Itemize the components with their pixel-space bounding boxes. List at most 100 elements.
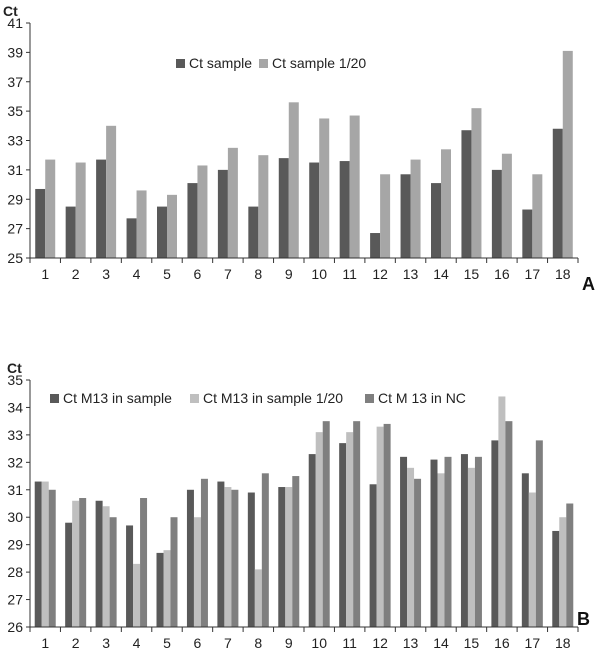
y-tick-label: 35 xyxy=(7,103,23,119)
bar-2 xyxy=(258,155,269,258)
x-tick-label: 2 xyxy=(72,266,80,282)
bar-2 xyxy=(380,174,391,258)
bar-1 xyxy=(552,530,560,627)
bar-1 xyxy=(400,174,411,258)
bar-1 xyxy=(126,218,137,258)
x-tick-label: 11 xyxy=(342,266,357,282)
bar-1 xyxy=(430,459,438,627)
y-tick-label: 37 xyxy=(7,74,23,90)
bar-3 xyxy=(474,456,482,627)
y-tick-label: 29 xyxy=(7,537,23,553)
x-tick-label: 18 xyxy=(555,635,571,650)
bar-2 xyxy=(136,190,147,258)
bar-2 xyxy=(167,194,177,258)
bar-2 xyxy=(437,473,445,627)
bar-1 xyxy=(95,500,103,627)
bar-2 xyxy=(501,153,512,258)
x-tick-label: 6 xyxy=(194,266,202,282)
x-tick-label: 3 xyxy=(102,266,110,282)
bar-2 xyxy=(133,563,141,627)
x-tick-label: 5 xyxy=(163,266,171,282)
x-tick-label: 7 xyxy=(224,266,232,282)
x-tick-label: 4 xyxy=(133,635,141,650)
x-tick-label: 13 xyxy=(403,635,419,650)
bar-1 xyxy=(248,206,259,258)
bar-1 xyxy=(491,440,499,627)
bar-3 xyxy=(200,478,208,627)
legend-label: Ct M13 in sample 1/20 xyxy=(203,390,343,406)
legend-label: Ct sample 1/20 xyxy=(272,55,366,71)
x-tick-label: 11 xyxy=(342,635,357,650)
bar-2 xyxy=(227,147,238,258)
y-axis-title: Ct xyxy=(7,360,22,376)
x-tick-label: 12 xyxy=(372,266,388,282)
bar-3 xyxy=(566,503,574,627)
bar-3 xyxy=(231,489,239,627)
legend-label: Ct sample xyxy=(189,55,252,71)
x-tick-label: 15 xyxy=(464,266,480,282)
bar-1 xyxy=(370,233,381,258)
x-tick-label: 10 xyxy=(311,635,327,650)
x-tick-label: 6 xyxy=(194,635,202,650)
y-tick-label: 29 xyxy=(7,191,23,207)
bar-1 xyxy=(34,481,42,627)
bar-2 xyxy=(471,108,482,258)
bar-3 xyxy=(292,476,300,627)
legend-label: Ct M13 in sample xyxy=(63,390,172,406)
bar-2 xyxy=(319,118,330,258)
y-tick-label: 34 xyxy=(7,399,23,415)
bar-1 xyxy=(35,188,46,258)
y-tick-label: 31 xyxy=(7,482,23,498)
bar-2 xyxy=(562,50,573,258)
x-tick-label: 7 xyxy=(224,635,232,650)
legend-swatch xyxy=(190,394,199,403)
y-tick-label: 33 xyxy=(7,427,23,443)
bar-2 xyxy=(193,517,201,627)
bar-1 xyxy=(186,489,194,627)
x-tick-label: 8 xyxy=(254,635,262,650)
bar-1 xyxy=(491,169,502,258)
y-tick-label: 26 xyxy=(7,619,23,635)
bar-1 xyxy=(278,487,286,627)
bar-2 xyxy=(254,569,262,627)
bar-1 xyxy=(247,492,255,627)
y-tick-label: 30 xyxy=(7,509,23,525)
bar-1 xyxy=(309,162,320,258)
bar-1 xyxy=(400,456,408,627)
bar-1 xyxy=(461,130,472,258)
bar-2 xyxy=(315,432,323,627)
bar-2 xyxy=(532,174,543,258)
y-tick-label: 28 xyxy=(7,564,23,580)
bar-3 xyxy=(535,440,543,627)
bar-1 xyxy=(156,552,164,627)
y-axis-title: Ct xyxy=(3,3,18,19)
bar-1 xyxy=(339,161,350,258)
y-tick-label: 35 xyxy=(7,372,23,388)
x-tick-label: 1 xyxy=(41,635,49,650)
bar-2 xyxy=(528,492,536,627)
bar-2 xyxy=(72,500,80,627)
x-tick-label: 9 xyxy=(285,635,293,650)
bar-1 xyxy=(157,206,167,258)
bar-1 xyxy=(431,183,441,258)
bar-2 xyxy=(102,506,110,627)
bar-3 xyxy=(353,421,361,627)
bar-2 xyxy=(407,467,415,627)
legend-label: Ct M 13 in NC xyxy=(378,390,466,406)
bar-1 xyxy=(65,206,76,258)
x-tick-label: 15 xyxy=(464,635,480,650)
x-tick-label: 1 xyxy=(41,266,49,282)
bar-2 xyxy=(75,162,86,258)
bar-1 xyxy=(460,454,468,627)
bar-1 xyxy=(552,128,563,258)
bar-3 xyxy=(170,517,178,627)
bar-1 xyxy=(521,473,529,627)
bar-2 xyxy=(41,481,49,627)
x-tick-label: 12 xyxy=(372,635,388,650)
y-tick-label: 33 xyxy=(7,133,23,149)
panel-label: A xyxy=(582,274,595,294)
bar-1 xyxy=(339,443,347,627)
bar-2 xyxy=(45,159,56,258)
y-tick-label: 27 xyxy=(7,221,23,237)
